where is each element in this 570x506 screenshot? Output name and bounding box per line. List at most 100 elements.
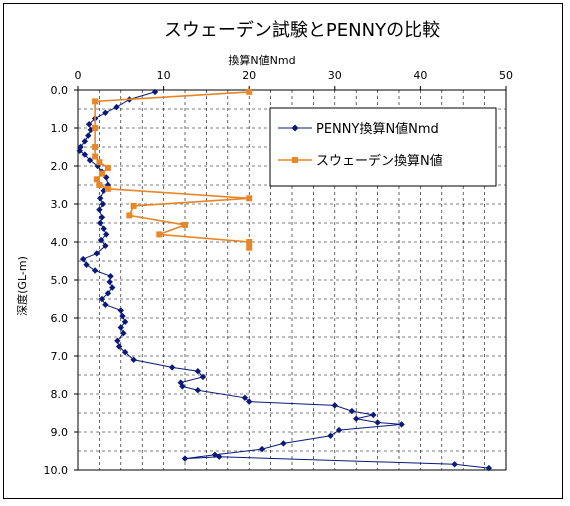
legend-marker: [292, 157, 298, 163]
data-point-penny: [194, 387, 202, 394]
data-point-swedish: [92, 125, 99, 131]
y-tick-label: 6.0: [51, 312, 69, 325]
y-tick-label: 4.0: [51, 236, 69, 249]
data-point-penny: [246, 398, 253, 405]
data-point-penny: [485, 464, 493, 472]
data-point-penny: [81, 151, 89, 158]
chart-svg: スウェーデン試験とPENNYの比較 換算N値Nmd 深度(GL-m) 0 10 20…: [15, 20, 513, 477]
data-point-penny: [194, 368, 202, 375]
data-point-penny: [85, 121, 93, 128]
x-tick-label: 50: [499, 69, 513, 82]
data-point-penny: [179, 383, 186, 390]
data-point-swedish: [246, 195, 253, 202]
data-point-swedish: [246, 239, 253, 245]
data-point-penny: [280, 440, 287, 447]
data-point-penny: [103, 231, 110, 238]
data-point-penny: [106, 278, 113, 286]
data-point-swedish: [104, 164, 111, 171]
chart-frame: スウェーデン試験とPENNYの比較 換算N値Nmd 深度(GL-m) 0 10 20…: [3, 3, 563, 499]
data-point-penny: [117, 324, 124, 331]
data-point-swedish: [92, 98, 99, 105]
data-point-penny: [331, 402, 338, 409]
data-point-penny: [97, 195, 104, 202]
y-tick-label: 10.0: [44, 464, 69, 477]
chart-title: スウェーデン試験とPENNYの比較: [164, 20, 440, 41]
data-point-swedish: [156, 231, 163, 238]
y-tick-label: 2.0: [51, 160, 69, 173]
data-point-penny: [98, 295, 106, 303]
y-tick-label: 5.0: [51, 274, 69, 287]
data-point-penny: [451, 461, 458, 468]
data-point-penny: [353, 415, 360, 422]
data-point-penny: [115, 343, 123, 350]
data-point-swedish: [246, 244, 253, 251]
data-point-penny: [241, 394, 249, 401]
x-tick-label: 20: [242, 69, 256, 82]
y-tick-label: 0.0: [51, 84, 69, 97]
x-axis-label: 換算N値Nmd: [228, 53, 295, 67]
data-point-penny: [117, 307, 124, 314]
y-tick-label: 9.0: [51, 426, 69, 439]
data-point-penny: [98, 214, 106, 221]
legend-box: [269, 107, 497, 187]
data-point-penny: [370, 411, 377, 419]
data-point-penny: [102, 242, 109, 249]
data-point-swedish: [130, 202, 137, 209]
legend-label: PENNY換算N値Nmd: [316, 121, 439, 137]
data-point-swedish: [93, 176, 100, 183]
data-point-penny: [335, 426, 343, 434]
data-point-penny: [120, 330, 127, 337]
data-point-penny: [91, 267, 99, 274]
y-tick-label: 1.0: [51, 122, 69, 135]
data-point-penny: [109, 284, 116, 291]
data-point-penny: [97, 219, 104, 227]
data-point-penny: [85, 132, 92, 139]
data-point-penny: [96, 206, 103, 213]
data-point-penny: [97, 236, 105, 244]
data-point-penny: [93, 250, 101, 257]
data-point-penny: [94, 162, 101, 170]
data-point-penny: [79, 255, 87, 263]
data-point-penny: [258, 445, 266, 453]
data-point-penny: [102, 109, 109, 116]
data-point-swedish: [98, 170, 105, 177]
data-point-penny: [104, 181, 112, 189]
data-point-penny: [76, 147, 83, 154]
x-tick-label: 0: [75, 69, 82, 82]
data-point-swedish: [92, 144, 99, 150]
data-point-swedish: [104, 185, 111, 192]
data-point-penny: [398, 421, 405, 428]
legend: PENNY換算N値Nmd スウェーデン換算N値: [269, 107, 497, 187]
data-point-penny: [374, 419, 381, 426]
data-point-swedish: [126, 212, 133, 219]
data-point-penny: [104, 290, 112, 297]
y-tick-label: 8.0: [51, 388, 69, 401]
data-point-penny: [121, 318, 129, 325]
data-point-swedish: [96, 159, 103, 166]
data-point-penny: [181, 455, 189, 462]
data-point-penny: [83, 261, 90, 268]
data-point-penny: [113, 103, 120, 111]
data-point-penny: [168, 364, 176, 371]
data-point-penny: [199, 373, 207, 381]
data-point-penny: [121, 349, 129, 356]
y-tick-label: 7.0: [51, 350, 69, 363]
data-point-penny: [216, 453, 223, 460]
data-point-penny: [348, 407, 356, 415]
data-point-swedish: [182, 221, 188, 228]
y-axis-label: 深度(GL-m): [15, 256, 29, 316]
legend-label: スウェーデン換算N値: [316, 153, 443, 169]
data-point-penny: [81, 138, 89, 145]
data-point-penny: [130, 356, 137, 363]
data-point-swedish: [96, 182, 103, 188]
data-point-penny: [99, 200, 107, 208]
x-tick-label: 10: [157, 69, 171, 82]
data-point-penny: [107, 273, 114, 280]
data-point-swedish: [92, 153, 99, 160]
data-point-penny: [114, 337, 121, 344]
data-point-penny: [327, 432, 334, 439]
legend-marker: [291, 124, 299, 132]
data-point-penny: [119, 312, 126, 320]
x-tick-label: 30: [328, 69, 342, 82]
data-point-penny: [100, 225, 107, 232]
